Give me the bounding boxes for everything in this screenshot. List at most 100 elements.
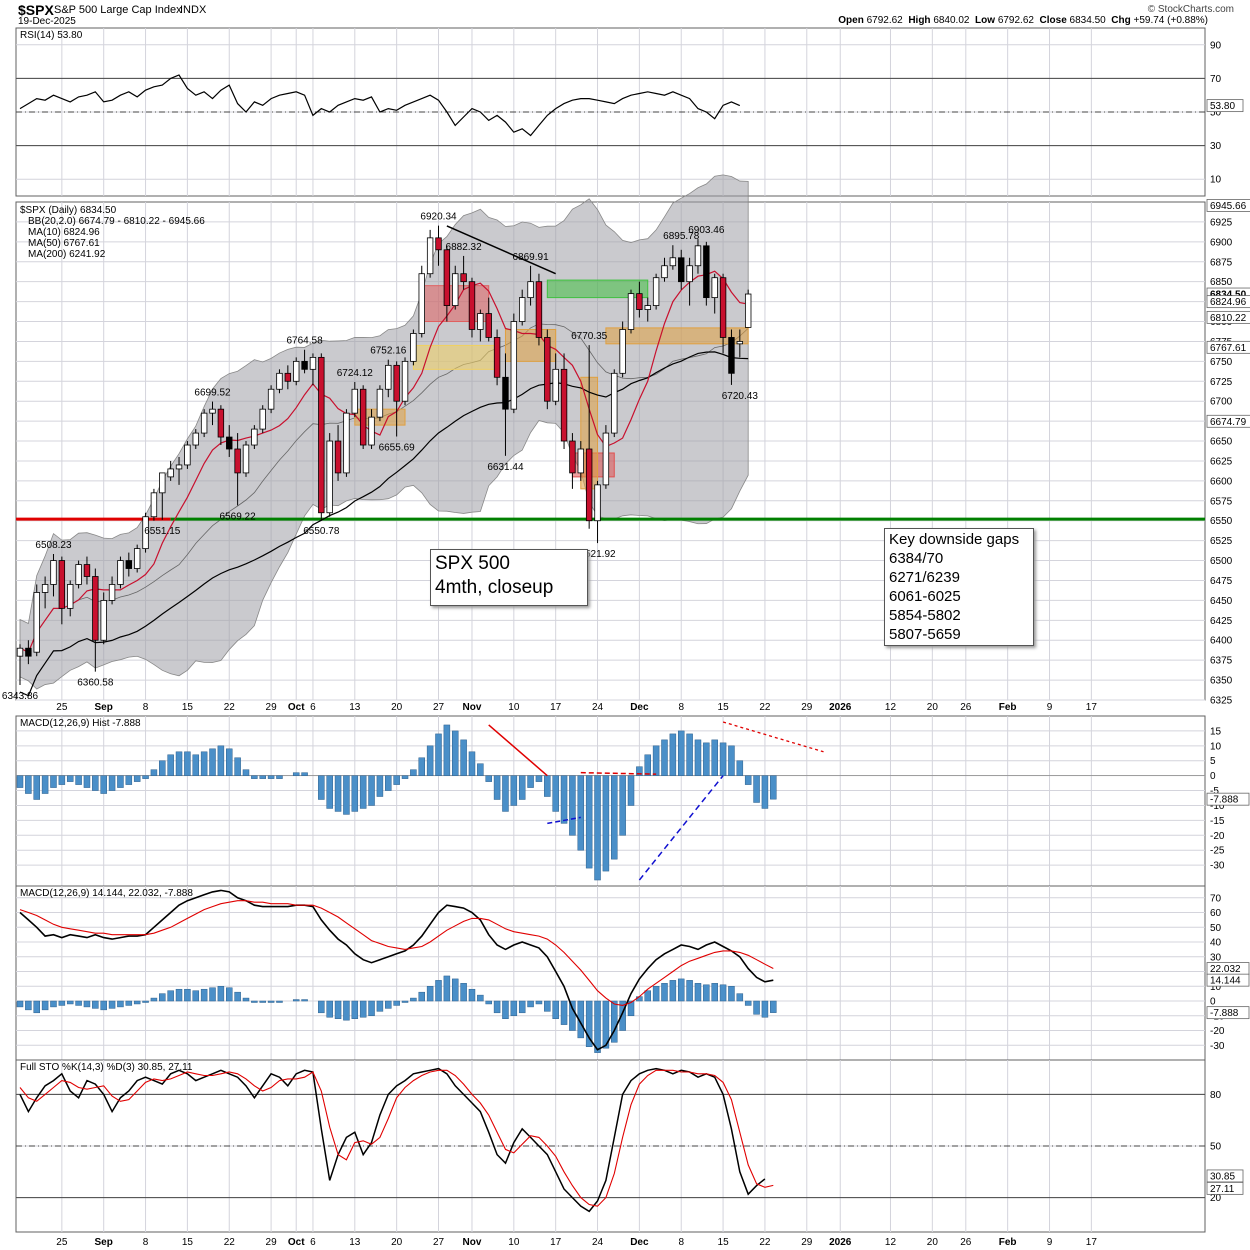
sto-right-label-1-bg	[1206, 1181, 1244, 1195]
macd-bar-24	[217, 986, 225, 1002]
panel-2-ytick-0: -30	[1210, 861, 1225, 872]
macd-hist-bar-68	[585, 775, 593, 869]
candle-body-76	[652, 277, 660, 306]
candle-body-72	[619, 329, 626, 374]
macd-bar-6	[66, 1000, 74, 1005]
date-axis-top-4: 22	[224, 702, 236, 713]
macd-hist-bar-38	[334, 775, 342, 812]
panel-2-ytick-8: 10	[1210, 741, 1222, 752]
macd-bar-55	[477, 994, 484, 1002]
macd-bar-40	[351, 1000, 359, 1019]
macd-bar-8	[83, 1000, 91, 1008]
panel-0-ytick-3: 70	[1210, 74, 1222, 85]
macd-bar-86	[736, 993, 744, 1002]
macd-hist-bar-44	[385, 775, 392, 791]
panel-1-ytick-21: 6850	[1210, 277, 1233, 288]
candle-body-18	[167, 468, 174, 478]
date-axis-bottom-11: Nov	[463, 1237, 482, 1248]
date-axis-bottom-5: 29	[266, 1237, 278, 1248]
date-axis-top-13: 17	[550, 702, 562, 713]
date-axis-top-25: 9	[1047, 702, 1053, 713]
macd-bar-78	[669, 980, 677, 1002]
panel-1-ytick-17: 6750	[1210, 357, 1233, 368]
price-annotation-9: 6655.69	[379, 443, 416, 454]
candle-body-53	[460, 273, 467, 283]
macd-bar-1	[25, 1000, 32, 1011]
macd-hist-bar-21	[192, 754, 200, 776]
candle-body-3	[41, 584, 49, 593]
panel-3-ytick-7: 40	[1210, 938, 1222, 949]
date-axis-top-0: 25	[56, 702, 68, 713]
macd-hist-bar-79	[677, 730, 685, 776]
macd-bar-82	[703, 984, 710, 1002]
chart-symbol: $SPX	[18, 2, 54, 18]
panel-2-ytick-4: -10	[1210, 801, 1225, 812]
ma50-line	[19, 351, 749, 697]
price-right-label-3: 6810.22	[1210, 313, 1247, 324]
macd-hist-trend-red	[488, 724, 548, 777]
macd-right-label-0: 22.032	[1210, 964, 1241, 975]
panel-2-ytick-1: -25	[1210, 846, 1225, 857]
bollinger-band	[19, 174, 749, 690]
note-gaps-line-2: 6384/70	[889, 550, 944, 567]
rsi-title: RSI(14) 53.80	[20, 30, 83, 41]
date-axis-top-8: 13	[349, 702, 361, 713]
candle-body-37	[326, 440, 333, 514]
macd-hist-bar-87	[744, 775, 752, 785]
date-axis-top-17: 15	[718, 702, 730, 713]
macd-bar-5	[58, 1000, 66, 1006]
candle-body-86	[736, 341, 744, 345]
macd-hist-bar-67	[577, 775, 585, 851]
macd-hist-bar-47	[410, 769, 417, 776]
candle-body-15	[142, 516, 149, 550]
candle-body-25	[226, 436, 233, 450]
macd-hist-bar-19	[175, 751, 183, 776]
macd-hist-bar-76	[652, 745, 660, 776]
candle-body-45	[393, 364, 400, 402]
panel-3-ytick-8: 50	[1210, 923, 1222, 934]
macd-hist-bar-15	[142, 775, 149, 779]
chart-exchange: INDX	[180, 4, 207, 16]
panel-1-ytick-3: 6400	[1210, 636, 1233, 647]
date-axis-bottom-3: 15	[182, 1237, 194, 1248]
candle-body-85	[728, 337, 735, 374]
date-axis-bottom-4: 22	[224, 1237, 236, 1248]
date-axis-bottom-10: 27	[433, 1237, 445, 1248]
panel-2-ytick-2: -20	[1210, 831, 1225, 842]
macd-bar-39	[343, 1000, 350, 1021]
macd-hist-bar-81	[694, 739, 702, 776]
panel-2-frame	[15, 715, 1206, 887]
macd-bar-25	[226, 987, 233, 1002]
macd-bar-37	[326, 1000, 333, 1018]
price-annotation-19: 6720.43	[722, 391, 759, 402]
candle-body-56	[485, 313, 492, 338]
macd-bar-31	[276, 1000, 283, 1003]
price-right-label-2: 6824.96	[1210, 297, 1247, 308]
candle-body-47	[410, 333, 417, 362]
open-value: 6792.62	[866, 15, 903, 26]
date-axis-bottom-9: 20	[391, 1237, 403, 1248]
candle-body-81	[694, 245, 702, 267]
macd-hist-bar-52	[451, 730, 459, 776]
macd-hist-bar-70	[602, 775, 610, 872]
macd-hist-bar-4	[50, 775, 57, 788]
macd-hist-title: MACD(12,26,9) Hist -7.888	[20, 718, 141, 729]
price-title: $SPX (Daily) 6834.50	[20, 205, 117, 216]
macd-bar-47	[410, 997, 417, 1002]
date-axis-top-7: 6	[310, 702, 316, 713]
rsi-last-label: 53.80	[1210, 101, 1235, 112]
panel-1-ytick-4: 6425	[1210, 616, 1233, 627]
open-label: Open	[838, 15, 864, 26]
candle-body-69	[594, 484, 601, 522]
price-annotation-13: 6631.44	[487, 462, 524, 473]
macd-bar-62	[535, 1000, 543, 1005]
macd-hist-bar-27	[242, 769, 250, 776]
panel-2-ytick-3: -15	[1210, 816, 1225, 827]
rsi-last-label-bg	[1206, 99, 1244, 113]
price-annotation-1: 6508.23	[35, 540, 72, 551]
macd-bar-27	[242, 997, 250, 1002]
candle-body-7	[75, 564, 82, 585]
candle-body-1	[25, 647, 32, 657]
chart-brand: © StockCharts.com	[1147, 4, 1234, 15]
macd-bar-42	[368, 1000, 375, 1017]
